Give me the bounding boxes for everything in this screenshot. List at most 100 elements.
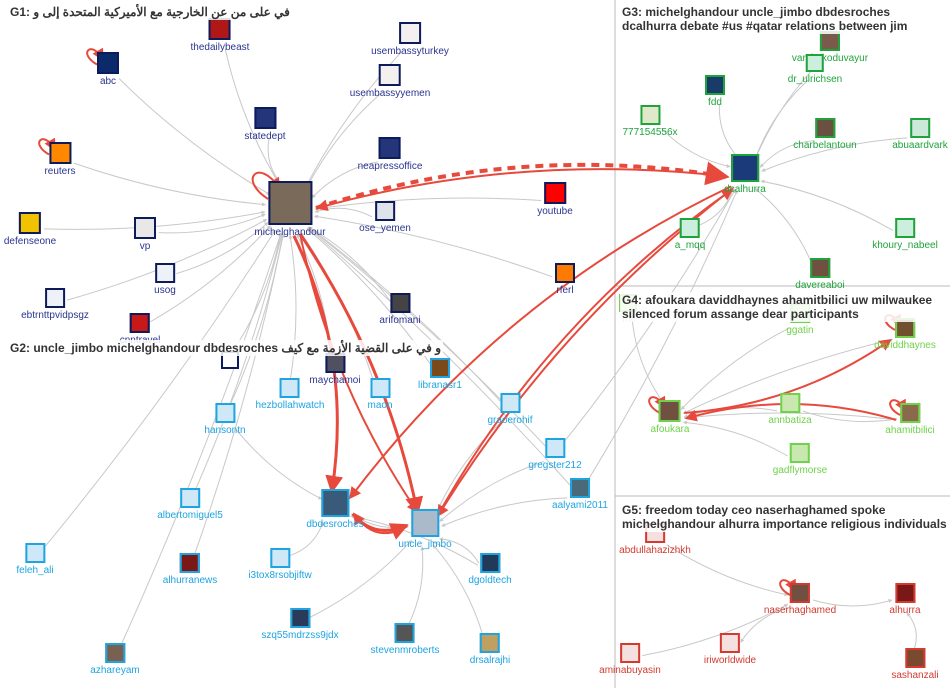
- avatar-icon: [375, 201, 395, 221]
- node-rferl[interactable]: rferl: [555, 263, 575, 297]
- node-usog[interactable]: usog: [154, 263, 176, 297]
- node-sashanzali[interactable]: sashanzali: [891, 648, 938, 682]
- node-thedailybeast[interactable]: thedailybeast: [191, 18, 250, 54]
- node-label: thedailybeast: [191, 42, 250, 54]
- node-a_mqq[interactable]: a_mqq: [675, 218, 706, 252]
- avatar-icon: [268, 181, 312, 225]
- avatar-icon: [379, 64, 401, 86]
- node-label: dr_ulrichsen: [788, 74, 842, 86]
- node-fdd[interactable]: fdd: [705, 75, 725, 109]
- node-dbdesroches[interactable]: dbdesroches: [306, 489, 363, 531]
- node-graoerohif[interactable]: graoerohif: [487, 393, 532, 427]
- node-i3tox8rsobjiftw[interactable]: i3tox8rsobjiftw: [248, 548, 311, 582]
- node-charbelantoun[interactable]: charbelantoun: [793, 118, 856, 152]
- node-label: aminabuyasin: [599, 665, 661, 677]
- edge: [632, 321, 665, 405]
- node-label: abuaardvark: [892, 140, 948, 152]
- avatar-icon: [390, 293, 410, 313]
- node-dcalhurra[interactable]: dcalhurra: [724, 154, 766, 196]
- node-label: vp: [140, 241, 151, 253]
- node-michelghandour[interactable]: michelghandour: [254, 181, 325, 239]
- group-label-g4: G4: afoukara daviddhaynes ahamitbilici u…: [620, 292, 950, 322]
- node-dr_ulrichsen[interactable]: dr_ulrichsen: [788, 54, 842, 86]
- node-feleh_ali[interactable]: feleh_ali: [16, 543, 53, 577]
- node-label: alhurranews: [163, 575, 217, 587]
- avatar-icon: [820, 31, 840, 51]
- node-neapressoffice[interactable]: neapressoffice: [358, 137, 423, 173]
- node-label: alhurra: [889, 605, 920, 617]
- node-label: abc: [100, 76, 116, 88]
- node-hezbollahwatch[interactable]: hezbollahwatch: [256, 378, 325, 412]
- node-label: naserhaghamed: [764, 605, 836, 617]
- node-azhareyam[interactable]: azhareyam: [90, 643, 139, 677]
- avatar-icon: [19, 212, 41, 234]
- group-label-g5: G5: freedom today ceo naserhaghamed spok…: [620, 502, 950, 532]
- node-label: ebtrnttpvidpsgz: [21, 310, 89, 322]
- avatar-icon: [895, 583, 915, 603]
- avatar-icon: [105, 643, 125, 663]
- node-aminabuyasin[interactable]: aminabuyasin: [599, 643, 661, 677]
- node-khoury_nabeel[interactable]: khoury_nabeel: [872, 218, 938, 252]
- node-label: a_mqq: [675, 240, 706, 252]
- node-777154556x[interactable]: 777154556x: [622, 105, 677, 139]
- avatar-icon: [290, 608, 310, 628]
- node-arifomani[interactable]: arifomani: [379, 293, 420, 327]
- node-label: ahamitbilici: [885, 425, 934, 437]
- avatar-icon: [480, 553, 500, 573]
- node-stevenmroberts[interactable]: stevenmroberts: [371, 623, 440, 657]
- node-uncle_jimbo[interactable]: uncle_jimbo: [398, 509, 451, 551]
- node-drsalrajhi[interactable]: drsalrajhi: [470, 633, 511, 667]
- node-afoukara[interactable]: afoukara: [651, 400, 690, 436]
- edge: [442, 498, 568, 526]
- edge: [719, 104, 739, 159]
- avatar-icon: [395, 623, 415, 643]
- node-usembassyyemen[interactable]: usembassyyemen: [350, 64, 431, 100]
- avatar-icon: [620, 643, 640, 663]
- node-abc[interactable]: abc: [97, 52, 119, 88]
- node-hansontn[interactable]: hansontn: [204, 403, 245, 437]
- node-label: arifomani: [379, 315, 420, 327]
- node-alhurra[interactable]: alhurra: [889, 583, 920, 617]
- node-label: daviddhaynes: [874, 340, 936, 352]
- node-naserhaghamed[interactable]: naserhaghamed: [764, 583, 836, 617]
- avatar-icon: [180, 553, 200, 573]
- node-label: usembassyturkey: [371, 46, 449, 58]
- node-albertomiguel5[interactable]: albertomiguel5: [157, 488, 223, 522]
- node-label: youtube: [537, 206, 573, 218]
- node-ahamitbilici[interactable]: ahamitbilici: [885, 403, 934, 437]
- node-davereaboi[interactable]: davereaboi: [795, 258, 844, 292]
- node-label: defenseone: [4, 236, 56, 248]
- node-gadflymorse[interactable]: gadflymorse: [773, 443, 827, 477]
- node-label: fdd: [708, 97, 722, 109]
- node-ose_yemen[interactable]: ose_yemen: [359, 201, 411, 235]
- node-aalyami2011[interactable]: aalyami2011: [552, 478, 608, 512]
- node-maon[interactable]: maon: [367, 378, 392, 412]
- node-dgoldtech[interactable]: dgoldtech: [468, 553, 511, 587]
- node-defenseone[interactable]: defenseone: [4, 212, 56, 248]
- node-daviddhaynes[interactable]: daviddhaynes: [874, 318, 936, 352]
- node-label: ose_yemen: [359, 223, 411, 235]
- avatar-icon: [370, 378, 390, 398]
- node-statedept[interactable]: statedept: [244, 107, 285, 143]
- node-usembassyturkey[interactable]: usembassyturkey: [371, 22, 449, 58]
- avatar-icon: [430, 358, 450, 378]
- node-abuaardvark[interactable]: abuaardvark: [892, 118, 948, 152]
- node-label: michelghandour: [254, 227, 325, 239]
- node-vp[interactable]: vp: [134, 217, 156, 253]
- node-szq55mdrzss9jdx[interactable]: szq55mdrzss9jdx: [261, 608, 338, 642]
- node-label: feleh_ali: [16, 565, 53, 577]
- avatar-icon: [555, 263, 575, 283]
- node-gregster212[interactable]: gregster212: [528, 438, 581, 472]
- node-iriworldwide[interactable]: iriworldwide: [704, 633, 756, 667]
- node-reuters[interactable]: reuters: [44, 142, 75, 178]
- edge: [290, 235, 296, 382]
- node-label: usog: [154, 285, 176, 297]
- node-label: statedept: [244, 131, 285, 143]
- node-alhurranews[interactable]: alhurranews: [163, 553, 217, 587]
- node-youtube[interactable]: youtube: [537, 182, 573, 218]
- node-ebtrnttpvidpsgz[interactable]: ebtrnttpvidpsgz: [21, 288, 89, 322]
- avatar-icon: [321, 489, 349, 517]
- node-libranasr1[interactable]: libranasr1: [418, 358, 462, 392]
- node-annbatiza[interactable]: annbatiza: [768, 393, 811, 427]
- node-label: hezbollahwatch: [256, 400, 325, 412]
